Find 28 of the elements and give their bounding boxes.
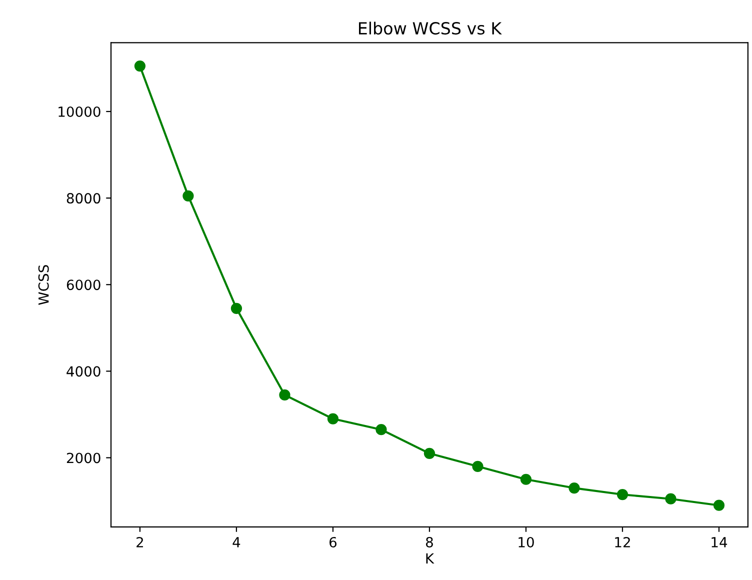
point <box>472 460 484 472</box>
x-tick-label: 14 <box>712 537 728 548</box>
y-axis-title: WCSS <box>38 265 49 305</box>
point <box>376 424 387 436</box>
point <box>279 389 290 401</box>
point <box>230 302 242 314</box>
point <box>182 190 194 202</box>
x-tick-label: 8 <box>426 536 433 548</box>
point <box>134 60 146 72</box>
x-tick-label: 12 <box>615 536 630 548</box>
y-tick-label: 2000 <box>66 452 100 464</box>
chart-title: Elbow WCSS vs K <box>358 22 502 35</box>
y-tick-label: 6000 <box>66 280 100 290</box>
y-tick-label: 10000 <box>58 106 100 117</box>
point <box>713 500 725 511</box>
point <box>665 493 676 504</box>
point <box>424 448 436 459</box>
point <box>327 413 339 424</box>
y-tick-label: 4000 <box>66 366 100 377</box>
x-tick-label: 2 <box>136 536 143 548</box>
point <box>568 482 580 494</box>
x-axis-title: K <box>426 553 434 564</box>
x-tick-label: 6 <box>330 536 337 548</box>
point <box>520 474 532 485</box>
x-tick-label: 4 <box>232 537 240 548</box>
point <box>616 488 628 500</box>
x-tick-label: 10 <box>518 536 534 548</box>
y-tick-label: 8000 <box>66 193 100 204</box>
